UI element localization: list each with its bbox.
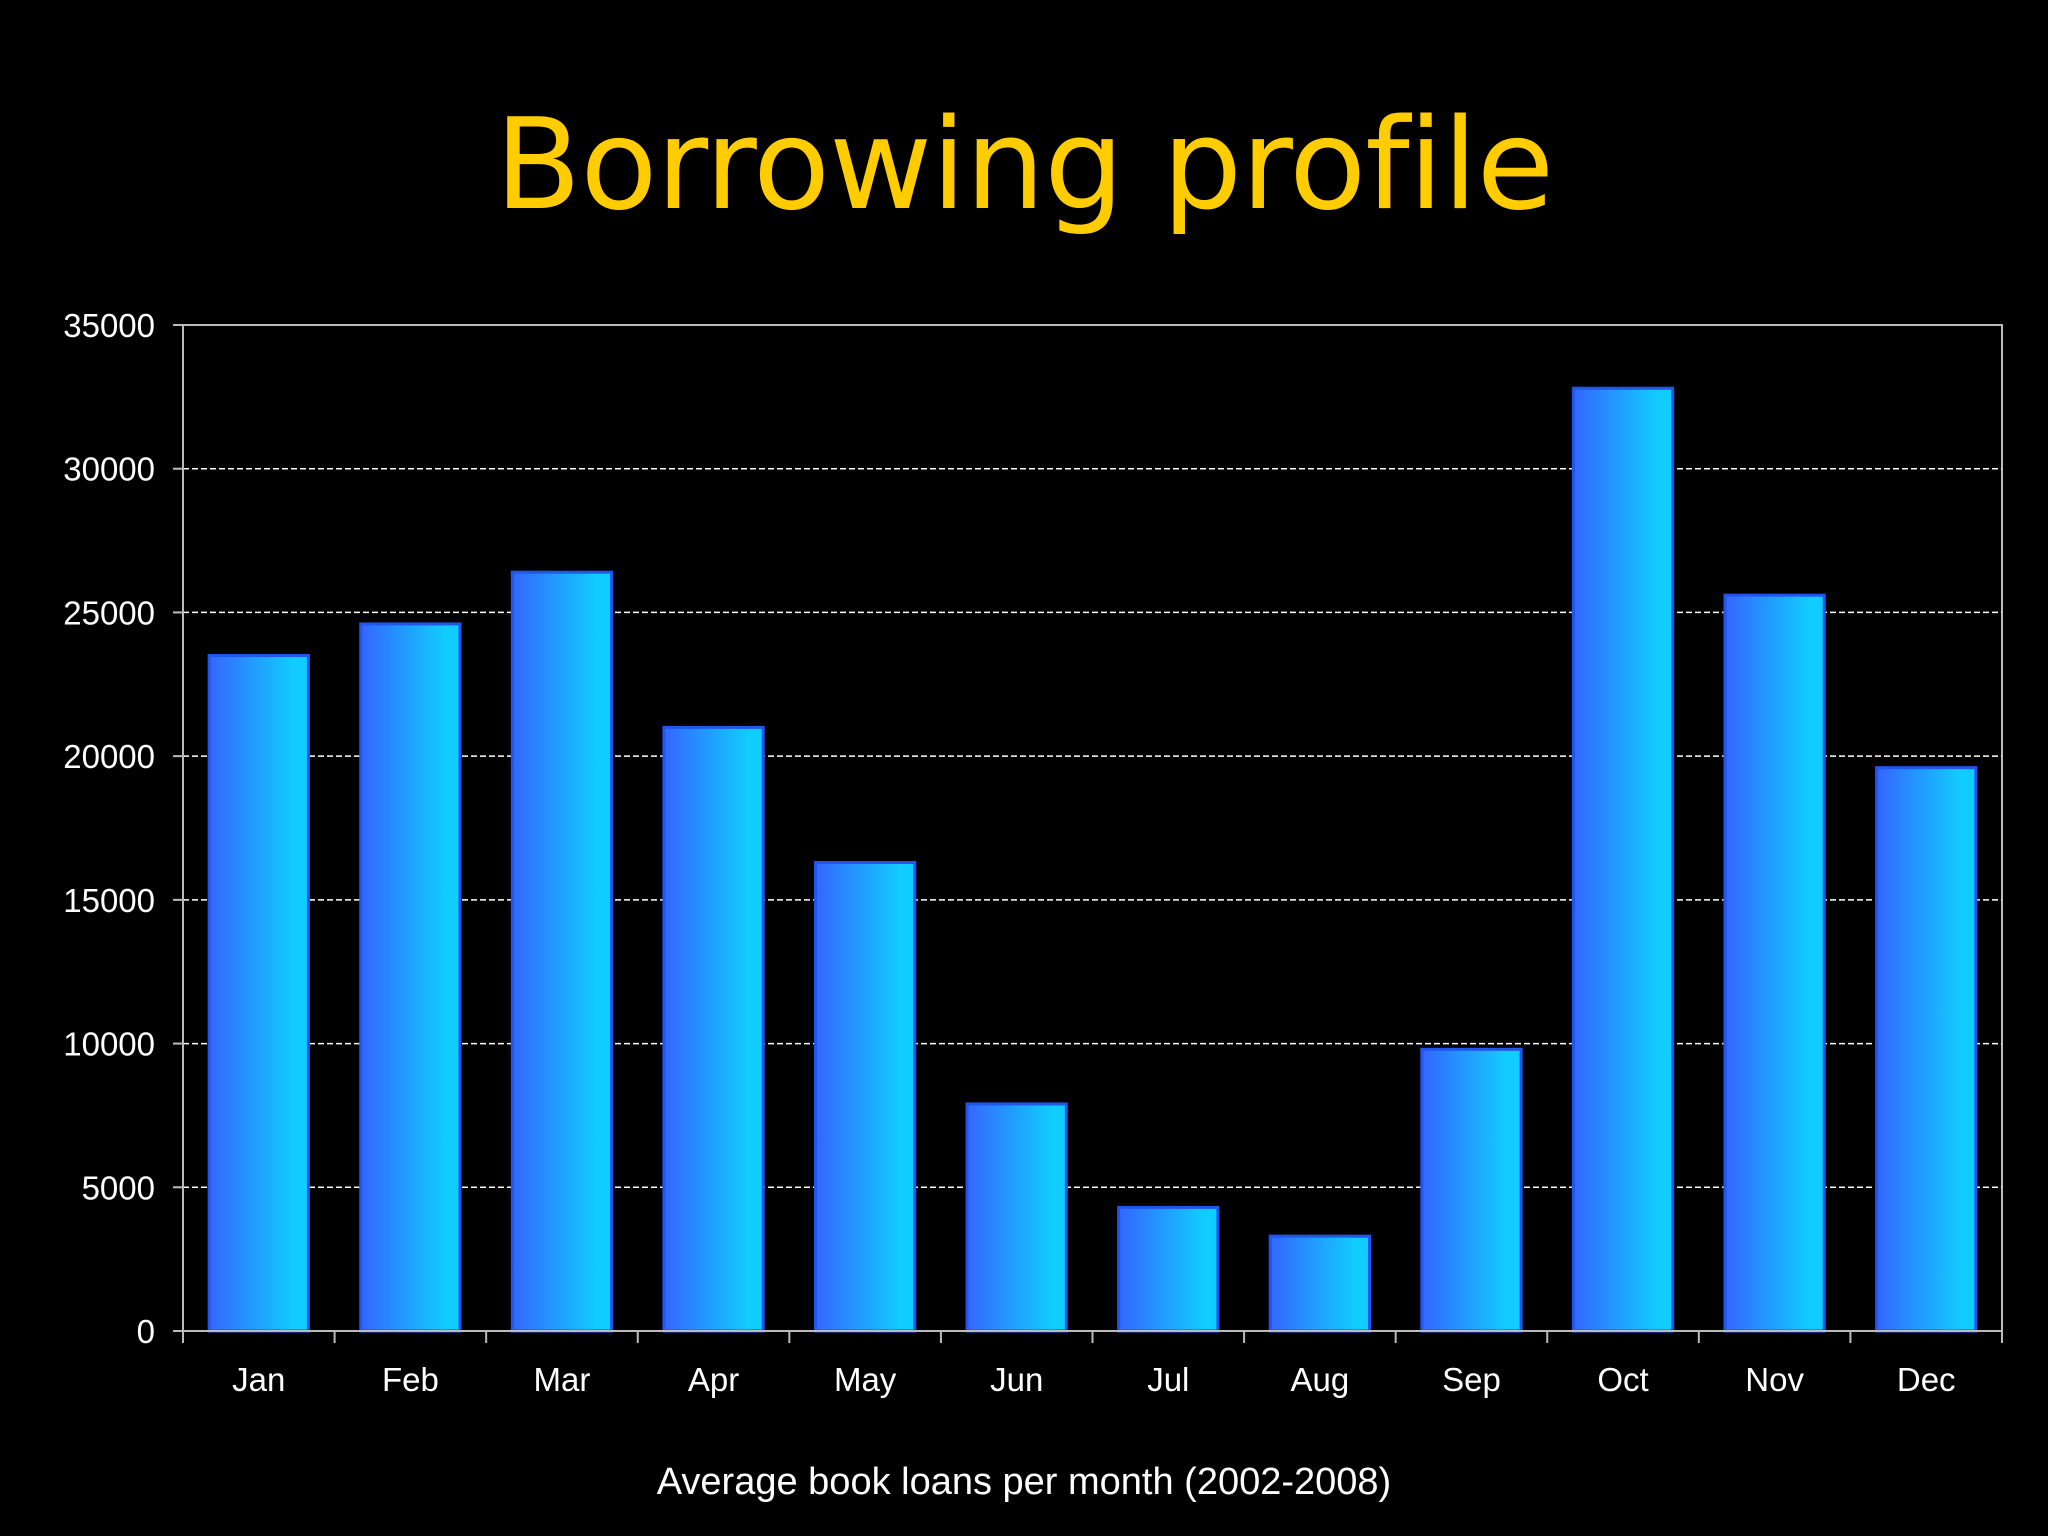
bar-dec <box>1875 766 1978 1333</box>
chart-caption: Average book loans per month (2002-2008) <box>656 1461 1392 1503</box>
bar-sep <box>1420 1047 1523 1333</box>
x-tick-label-jul: Jul <box>1147 1361 1189 1398</box>
x-tick-label-sep: Sep <box>1442 1361 1501 1398</box>
y-tick-label: 10000 <box>63 1026 155 1063</box>
x-tick-label-jan: Jan <box>232 1361 285 1398</box>
x-tick-label-feb: Feb <box>382 1361 439 1398</box>
slide-title: Borrowing profile <box>494 91 1554 238</box>
x-tick-label-dec: Dec <box>1897 1361 1956 1398</box>
x-tick-label-nov: Nov <box>1745 1361 1804 1398</box>
y-tick-label: 5000 <box>82 1169 155 1206</box>
axes <box>173 324 2003 1343</box>
bar-mar <box>510 570 614 1333</box>
y-tick-label: 0 <box>137 1313 155 1350</box>
y-tick-label: 15000 <box>63 882 155 919</box>
bar-may <box>813 860 917 1333</box>
bar-jun <box>965 1102 1068 1333</box>
bar-apr <box>662 725 765 1333</box>
x-tick-label-jun: Jun <box>990 1361 1043 1398</box>
x-tick-label-aug: Aug <box>1291 1361 1350 1398</box>
bar-jul <box>1117 1205 1220 1333</box>
bar-jan <box>207 654 310 1333</box>
y-tick-label: 35000 <box>63 307 155 344</box>
bars <box>207 386 1978 1333</box>
y-tick-label: 25000 <box>63 594 155 631</box>
y-tick-label: 20000 <box>63 738 155 775</box>
x-tick-label-apr: Apr <box>688 1361 739 1398</box>
bar-feb <box>359 622 462 1333</box>
x-tick-label-may: May <box>834 1361 897 1398</box>
bar-aug <box>1268 1234 1372 1333</box>
tick-labels: 0 5000 10000 15000 20000 25000 30000 35000 Jan Fe… <box>63 307 1955 1398</box>
y-tick-label: 30000 <box>63 451 155 488</box>
bar-oct <box>1571 386 1675 1333</box>
bar-nov <box>1723 593 1826 1333</box>
x-tick-label-oct: Oct <box>1597 1361 1648 1398</box>
x-tick-label-mar: Mar <box>534 1361 591 1398</box>
